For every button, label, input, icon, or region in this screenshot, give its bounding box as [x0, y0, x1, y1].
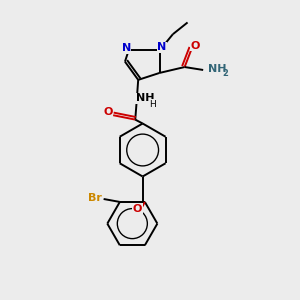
- Text: 2: 2: [222, 69, 228, 78]
- Text: N: N: [122, 43, 131, 53]
- Text: NH: NH: [136, 93, 154, 103]
- Text: O: O: [190, 40, 200, 50]
- Text: O: O: [133, 204, 142, 214]
- Text: H: H: [149, 100, 156, 109]
- Text: N: N: [157, 43, 167, 52]
- Text: NH: NH: [208, 64, 226, 74]
- Text: O: O: [103, 107, 112, 117]
- Text: Br: Br: [88, 194, 102, 203]
